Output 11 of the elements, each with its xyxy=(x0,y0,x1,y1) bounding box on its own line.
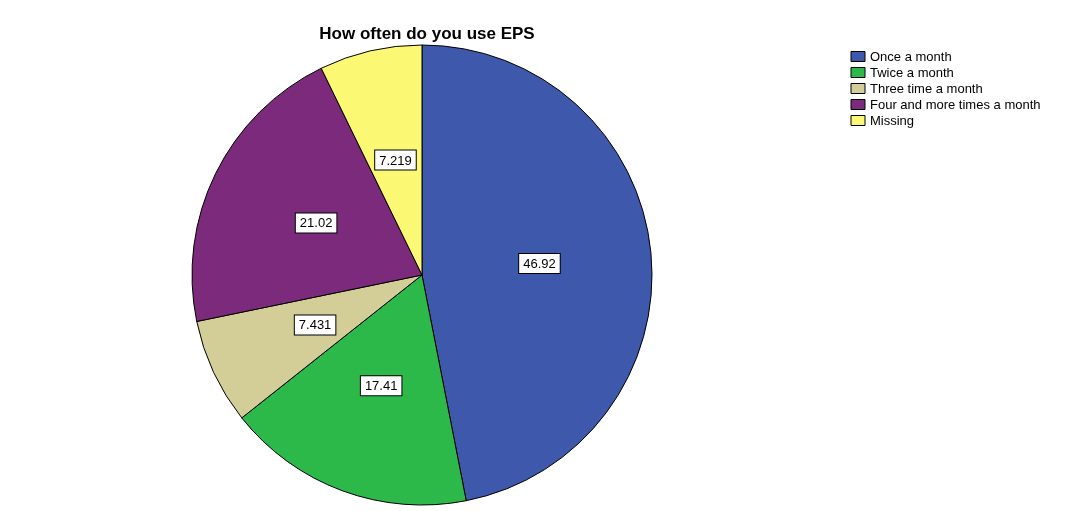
legend-label: Twice a month xyxy=(870,65,954,80)
data-label: 46.92 xyxy=(523,256,556,272)
data-label: 17.41 xyxy=(364,378,398,394)
legend-label: Missing xyxy=(870,113,915,128)
data-label: 21.02 xyxy=(299,215,333,231)
data-label: 7.431 xyxy=(298,317,332,333)
data-label: 7.219 xyxy=(379,152,412,168)
legend-label: Once a month xyxy=(870,49,952,64)
legend-label: Four and more times a month xyxy=(870,97,1041,112)
legend-label: Three time a month xyxy=(870,81,983,96)
chart-title: How often do you use EPS xyxy=(319,24,535,43)
